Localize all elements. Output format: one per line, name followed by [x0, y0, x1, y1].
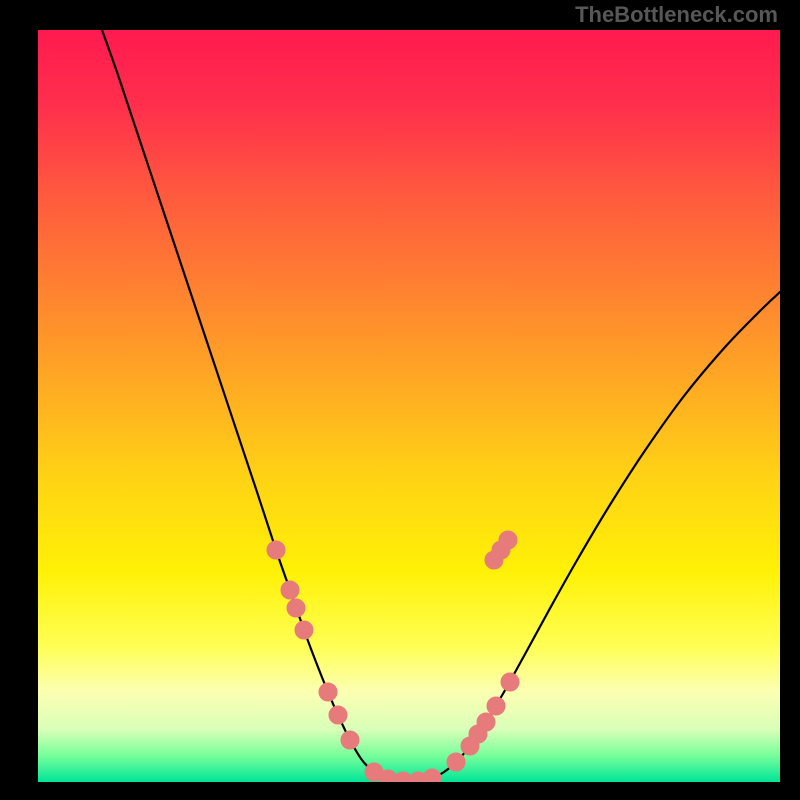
data-marker: [281, 581, 299, 599]
plot-area: [38, 30, 780, 782]
data-marker: [295, 621, 313, 639]
data-marker: [501, 673, 519, 691]
data-marker: [341, 731, 359, 749]
data-marker: [319, 683, 337, 701]
outer-frame: TheBottleneck.com: [0, 0, 800, 800]
data-marker: [267, 541, 285, 559]
data-marker: [423, 769, 441, 782]
marker-group: [267, 531, 519, 782]
data-marker: [499, 531, 517, 549]
data-marker: [329, 706, 347, 724]
chart-svg: [38, 30, 780, 782]
data-marker: [477, 713, 495, 731]
bottleneck-curve: [102, 30, 780, 781]
data-marker: [447, 753, 465, 771]
data-marker: [287, 599, 305, 617]
data-marker: [487, 697, 505, 715]
watermark-text: TheBottleneck.com: [575, 2, 778, 28]
